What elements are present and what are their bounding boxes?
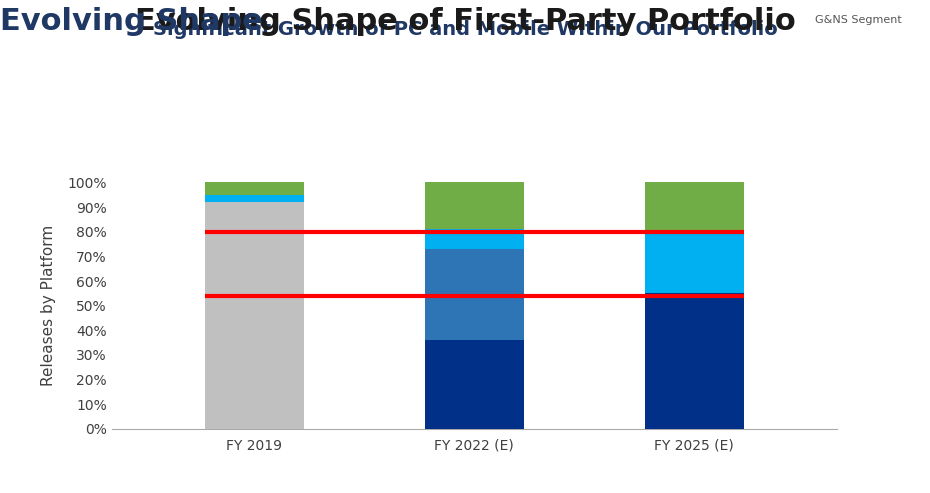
Text: Significant Growth of PC and Mobile Within Our Portfolio: Significant Growth of PC and Mobile With… — [153, 20, 777, 39]
Text: Evolving Shape of First-Party Portfolio: Evolving Shape of First-Party Portfolio — [135, 7, 795, 36]
Bar — [205, 182, 304, 195]
Text: Evolving Shape: Evolving Shape — [0, 7, 263, 36]
Y-axis label: Releases by Platform: Releases by Platform — [41, 225, 56, 387]
Bar — [644, 182, 744, 232]
Bar — [425, 182, 524, 229]
Bar — [205, 195, 304, 202]
Bar — [205, 202, 304, 429]
Bar — [644, 232, 744, 293]
Text: Evolving Shape of First-Party Portfolio: Evolving Shape of First-Party Portfolio — [0, 492, 1, 493]
Legend: PS5, PS4+PS5, PS4, PC, Mobile: PS5, PS4+PS5, PS4, PC, Mobile — [303, 490, 645, 493]
Bar — [644, 293, 744, 429]
Bar — [425, 249, 524, 340]
Text: G&NS Segment: G&NS Segment — [816, 15, 902, 25]
Bar — [425, 340, 524, 429]
Bar — [425, 229, 524, 249]
